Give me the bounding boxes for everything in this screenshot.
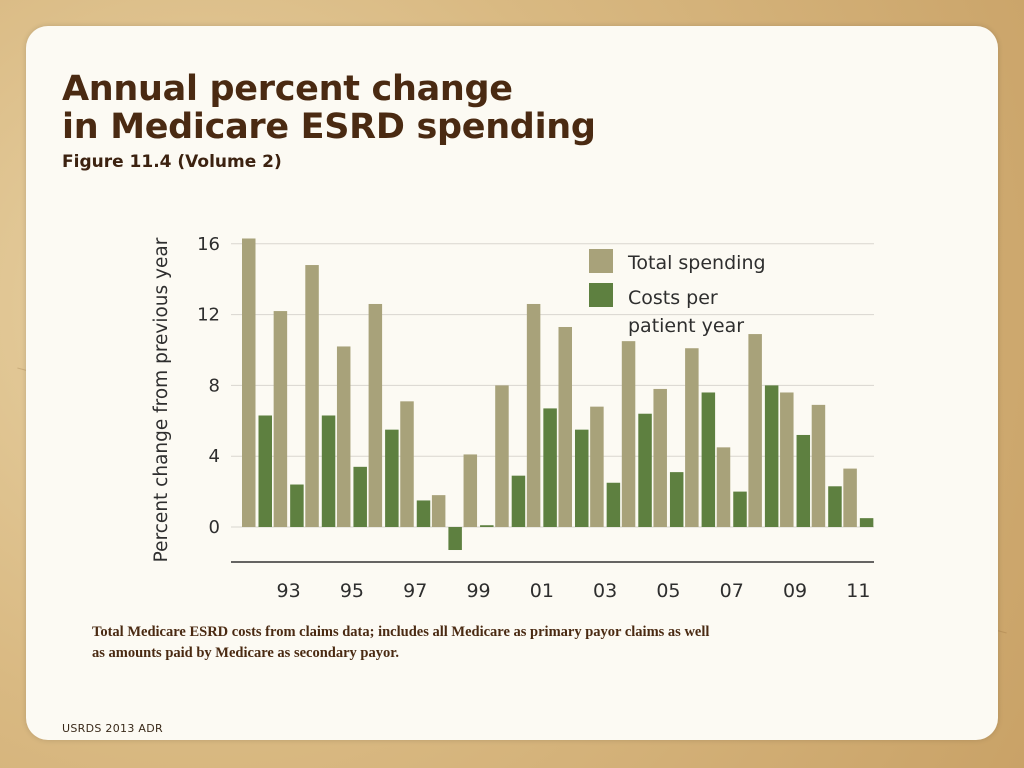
x-tick-label: 97 [403,580,427,602]
bar-costs-per-patient-year-2002 [575,429,589,527]
x-tick-label: 01 [530,580,554,602]
bar-total-spending-2003 [590,406,604,527]
figure-subtitle: Figure 11.4 (Volume 2) [62,152,282,172]
bar-total-spending-2001 [526,303,541,527]
title-line-2: in Medicare ESRD spending [62,107,596,147]
bar-costs-per-patient-year-2011 [859,518,874,527]
bar-total-spending-1992 [242,238,256,528]
legend-swatch-costs-per-patient-year [589,283,613,307]
bar-costs-per-patient-year-2003 [606,482,621,527]
x-tick-label: 95 [340,580,364,602]
bar-costs-per-patient-year-2007 [733,491,747,527]
bar-costs-per-patient-year-2010 [828,486,842,527]
legend-label-costs-per: Costs per [628,287,718,309]
bar-total-spending-2009 [780,392,794,527]
bar-costs-per-patient-year-2005 [669,472,684,527]
bars [242,238,874,551]
bar-total-spending-1996 [368,303,383,527]
bar-total-spending-1997 [400,401,414,527]
title-line-1: Annual percent change [62,69,513,109]
bar-total-spending-2008 [748,334,762,527]
x-tick-label: 99 [466,580,490,602]
slide-panel: Annual percent change in Medicare ESRD s… [26,26,998,740]
bar-total-spending-1995 [336,346,351,527]
bar-costs-per-patient-year-2001 [543,408,557,527]
figure-caption: Total Medicare ESRD costs from claims da… [92,624,710,661]
y-tick-label: 16 [197,234,220,255]
y-tick-label: 0 [209,517,220,538]
bar-total-spending-1993 [273,311,288,527]
y-tick-label: 12 [197,305,220,326]
bar-costs-per-patient-year-1995 [353,466,367,527]
legend-label-patient-year: patient year [628,315,744,337]
bar-total-spending-2005 [653,388,667,527]
bar-costs-per-patient-year-2009 [796,434,811,527]
footer-source: USRDS 2013 ADR [62,722,163,735]
y-tick-label: 4 [209,446,220,467]
bar-total-spending-2006 [685,348,699,527]
bar-total-spending-2002 [558,326,572,527]
bar-total-spending-1998 [431,495,446,527]
x-tick-label: 07 [720,580,744,602]
bar-total-spending-2007 [716,447,731,527]
bar-costs-per-patient-year-2000 [511,475,526,527]
bar-costs-per-patient-year-1996 [385,429,399,527]
bar-costs-per-patient-year-1998 [448,527,462,551]
y-tick-label: 8 [209,375,220,396]
bar-total-spending-2000 [495,385,509,527]
bar-total-spending-2004 [621,341,636,527]
bar-total-spending-1994 [305,265,319,527]
legend-label-total-spending: Total spending [627,252,766,274]
bar-costs-per-patient-year-2008 [764,385,779,527]
x-tick-label: 93 [277,580,301,602]
bar-costs-per-patient-year-1993 [290,484,304,527]
x-tick-label: 11 [846,580,870,602]
legend-swatch-total-spending [589,249,613,273]
bar-costs-per-patient-year-1992 [258,415,272,527]
bar-total-spending-1999 [463,454,478,527]
x-axis-ticks: 93 95 97 99 01 03 05 07 09 11 [277,580,871,602]
bar-chart: 0 4 8 12 16 93 95 97 99 01 03 05 07 09 11 Percent cha… [151,234,874,602]
x-tick-label: 03 [593,580,617,602]
slide-title: Annual percent change in Medicare ESRD s… [62,70,596,146]
bar-total-spending-2010 [811,404,826,527]
y-axis-ticks: 0 4 8 12 16 [197,234,220,538]
bar-costs-per-patient-year-1994 [321,415,336,527]
bar-costs-per-patient-year-1997 [416,500,431,527]
x-tick-label: 09 [783,580,807,602]
x-tick-label: 05 [656,580,680,602]
bar-total-spending-2011 [843,468,857,527]
bar-costs-per-patient-year-2006 [701,392,716,527]
bar-costs-per-patient-year-2004 [638,413,652,527]
legend: Total spending Costs per patient year [589,249,766,337]
y-axis-label: Percent change from previous year [151,237,172,562]
bar-costs-per-patient-year-1999 [480,525,494,527]
